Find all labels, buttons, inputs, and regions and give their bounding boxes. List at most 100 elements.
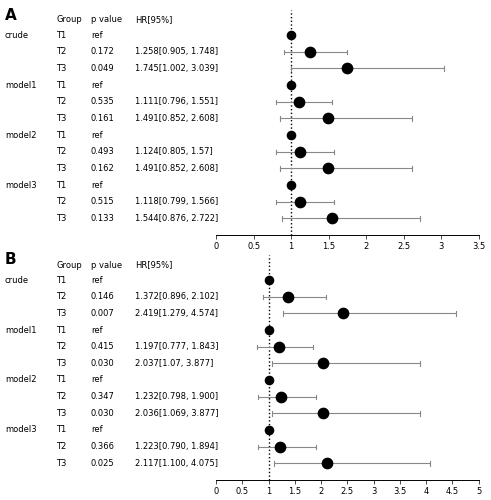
Point [296, 98, 303, 106]
Text: 2.036[1.069, 3.877]: 2.036[1.069, 3.877] [135, 409, 218, 418]
Text: 0.146: 0.146 [91, 292, 114, 301]
Text: T1: T1 [56, 276, 67, 284]
Text: 1.124[0.805, 1.57]: 1.124[0.805, 1.57] [135, 147, 213, 156]
Text: T2: T2 [56, 342, 67, 351]
Point [265, 326, 273, 334]
Text: ref: ref [91, 326, 103, 334]
Point [324, 460, 331, 468]
Point [265, 276, 273, 284]
Text: model2: model2 [5, 130, 36, 140]
Text: 0.515: 0.515 [91, 197, 114, 206]
Text: 1.258[0.905, 1.748]: 1.258[0.905, 1.748] [135, 47, 218, 56]
Text: T1: T1 [56, 376, 67, 384]
Text: ref: ref [91, 276, 103, 284]
Point [276, 442, 284, 450]
Text: T3: T3 [56, 459, 67, 468]
Text: 0.366: 0.366 [91, 442, 115, 451]
Text: ref: ref [91, 426, 103, 434]
Text: T3: T3 [56, 309, 67, 318]
Text: crude: crude [5, 276, 29, 284]
Text: T3: T3 [56, 409, 67, 418]
Text: model1: model1 [5, 80, 36, 90]
Point [284, 292, 292, 300]
Text: crude: crude [5, 30, 29, 40]
Text: 1.372[0.896, 2.102]: 1.372[0.896, 2.102] [135, 292, 218, 301]
Point [343, 64, 351, 72]
Point [319, 410, 327, 418]
Point [277, 392, 285, 400]
Text: T3: T3 [56, 359, 67, 368]
Text: T1: T1 [56, 30, 67, 40]
Text: 0.025: 0.025 [91, 459, 114, 468]
Text: 1.232[0.798, 1.900]: 1.232[0.798, 1.900] [135, 392, 218, 401]
Text: model2: model2 [5, 376, 36, 384]
Text: A: A [5, 8, 17, 22]
Text: 0.535: 0.535 [91, 97, 114, 106]
Text: 0.161: 0.161 [91, 114, 114, 123]
Text: p value: p value [91, 16, 122, 24]
Text: B: B [5, 252, 17, 268]
Text: 0.030: 0.030 [91, 359, 114, 368]
Text: Group: Group [56, 16, 82, 24]
Point [287, 31, 295, 39]
Text: T3: T3 [56, 214, 67, 223]
Text: Group: Group [56, 260, 82, 270]
Text: 2.419[1.279, 4.574]: 2.419[1.279, 4.574] [135, 309, 218, 318]
Text: T2: T2 [56, 147, 67, 156]
Text: HR[95%]: HR[95%] [135, 16, 172, 24]
Point [287, 181, 295, 189]
Text: 1.197[0.777, 1.843]: 1.197[0.777, 1.843] [135, 342, 218, 351]
Point [319, 360, 327, 368]
Text: 1.223[0.790, 1.894]: 1.223[0.790, 1.894] [135, 442, 218, 451]
Text: p value: p value [91, 260, 122, 270]
Point [287, 81, 295, 89]
Point [324, 114, 332, 122]
Point [339, 310, 347, 318]
Text: 0.493: 0.493 [91, 147, 114, 156]
Text: T3: T3 [56, 164, 67, 173]
Text: model3: model3 [5, 426, 36, 434]
Point [324, 164, 332, 172]
Text: T1: T1 [56, 180, 67, 190]
Point [265, 376, 273, 384]
Text: 0.415: 0.415 [91, 342, 114, 351]
Text: T1: T1 [56, 80, 67, 90]
Text: 1.544[0.876, 2.722]: 1.544[0.876, 2.722] [135, 214, 218, 223]
Text: 0.007: 0.007 [91, 309, 114, 318]
Point [297, 148, 304, 156]
Text: model3: model3 [5, 180, 36, 190]
Text: 0.172: 0.172 [91, 47, 114, 56]
Text: T2: T2 [56, 97, 67, 106]
Point [265, 426, 273, 434]
Point [275, 342, 283, 350]
Text: 1.118[0.799, 1.566]: 1.118[0.799, 1.566] [135, 197, 218, 206]
Text: T2: T2 [56, 292, 67, 301]
Text: 1.111[0.796, 1.551]: 1.111[0.796, 1.551] [135, 97, 218, 106]
Text: 0.347: 0.347 [91, 392, 115, 401]
Text: ref: ref [91, 376, 103, 384]
Text: model1: model1 [5, 326, 36, 334]
Text: HR[95%]: HR[95%] [135, 260, 172, 270]
Point [328, 214, 336, 222]
Text: T1: T1 [56, 426, 67, 434]
Text: T2: T2 [56, 47, 67, 56]
Text: 1.491[0.852, 2.608]: 1.491[0.852, 2.608] [135, 164, 218, 173]
Text: T2: T2 [56, 197, 67, 206]
Text: 1.745[1.002, 3.039]: 1.745[1.002, 3.039] [135, 64, 218, 73]
Text: T2: T2 [56, 442, 67, 451]
Text: 2.117[1.100, 4.075]: 2.117[1.100, 4.075] [135, 459, 218, 468]
Text: 0.049: 0.049 [91, 64, 114, 73]
Text: T1: T1 [56, 130, 67, 140]
Text: ref: ref [91, 30, 103, 40]
Text: ref: ref [91, 180, 103, 190]
Text: T3: T3 [56, 64, 67, 73]
Text: T3: T3 [56, 114, 67, 123]
Point [287, 131, 295, 139]
Point [296, 198, 304, 205]
Text: 1.491[0.852, 2.608]: 1.491[0.852, 2.608] [135, 114, 218, 123]
Text: T1: T1 [56, 326, 67, 334]
Text: 2.037[1.07, 3.877]: 2.037[1.07, 3.877] [135, 359, 214, 368]
Text: 0.162: 0.162 [91, 164, 114, 173]
Text: 0.030: 0.030 [91, 409, 114, 418]
Text: ref: ref [91, 80, 103, 90]
